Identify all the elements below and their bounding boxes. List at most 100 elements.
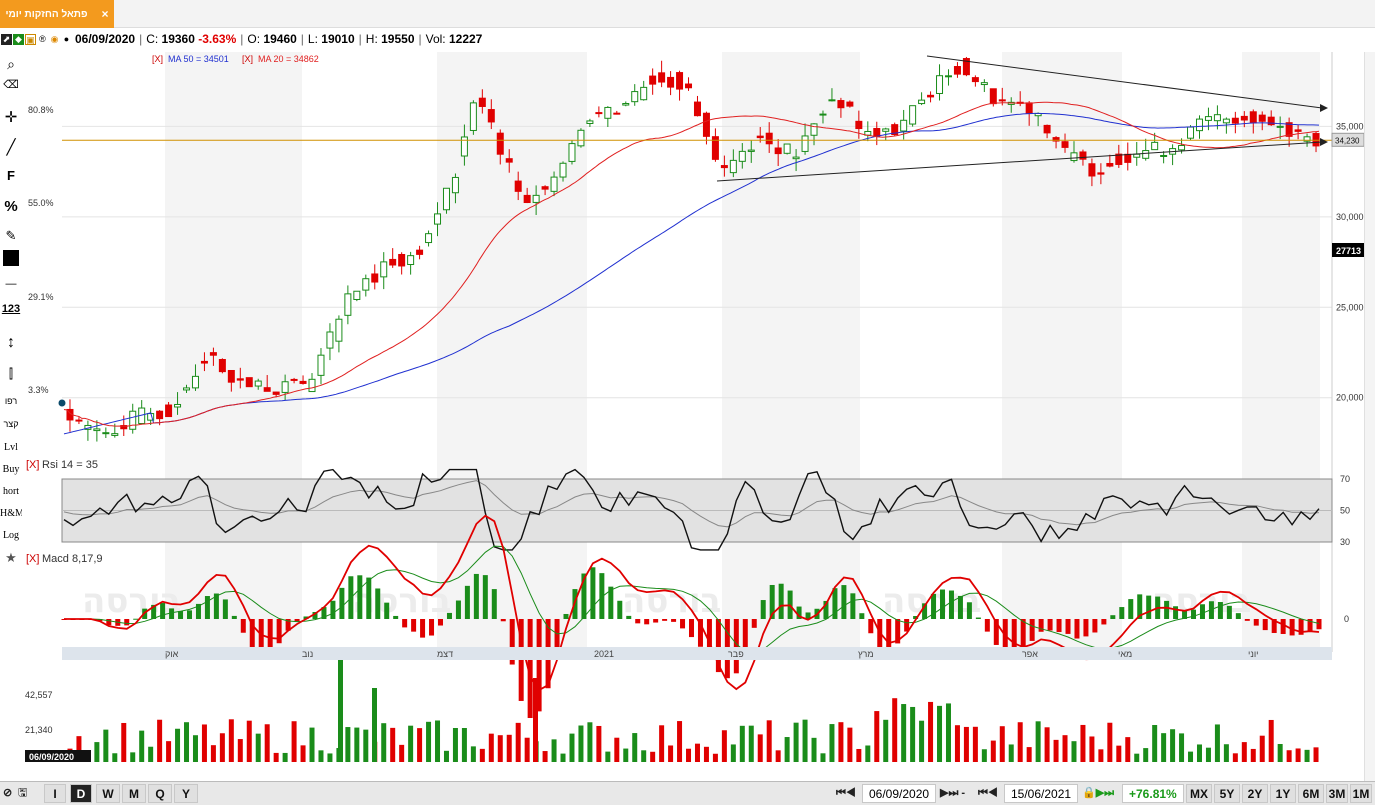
macd-legend: Macd 8,17,9 xyxy=(42,553,103,565)
month-band xyxy=(1002,52,1122,647)
macd-histogram-bar xyxy=(975,617,981,619)
volume-bar xyxy=(596,725,602,762)
candle-body xyxy=(541,186,549,190)
start-forward-icon[interactable]: ▶⏭ - xyxy=(940,787,966,799)
macd-histogram-bar xyxy=(1289,619,1295,636)
lock-icon[interactable]: ⊘ xyxy=(3,787,13,799)
period-weekly[interactable]: W xyxy=(96,784,120,803)
number-tool[interactable]: 123 xyxy=(1,303,21,315)
color-box[interactable] xyxy=(0,250,22,270)
percent-tick-label: 3.3% xyxy=(28,385,49,395)
candle-body xyxy=(460,136,468,157)
eraser-icon[interactable]: ⌫ xyxy=(3,79,19,91)
macd-histogram-bar xyxy=(249,619,255,649)
chart-svg[interactable]: בורסהבורסהבורסהבורסהבורסה [X]MA 50 = 345… xyxy=(22,52,1365,782)
volume-bar xyxy=(739,725,745,762)
volume-bar xyxy=(632,733,638,762)
range-1y[interactable]: 1Y xyxy=(1270,784,1296,803)
fibonacci-tool[interactable]: F xyxy=(7,168,15,183)
macd-histogram-bar xyxy=(187,610,193,619)
line-width-tool[interactable]: — xyxy=(5,278,17,290)
short-tool[interactable]: hort xyxy=(2,486,20,497)
range-2y[interactable]: 2Y xyxy=(1242,784,1268,803)
chart-tab[interactable]: פתאל החזקות יומי × xyxy=(0,0,114,28)
period-yearly[interactable]: Y xyxy=(174,784,198,803)
volume-bar xyxy=(201,724,207,762)
candle-icon[interactable]: ⫿ xyxy=(8,366,14,381)
end-date[interactable]: 15/06/2021 xyxy=(1004,784,1079,803)
end-back-icon[interactable]: ⏮◀ xyxy=(978,787,998,799)
comment-icon[interactable]: ● xyxy=(63,33,70,44)
macd-histogram-bar xyxy=(402,619,408,628)
trendline-upper xyxy=(926,55,1323,109)
volume-bar xyxy=(121,722,127,762)
right-scrollbar[interactable] xyxy=(1364,52,1375,782)
volume-bar xyxy=(963,726,969,762)
star-icon[interactable]: ★ xyxy=(5,550,17,565)
candle-body xyxy=(469,102,477,131)
save-icon[interactable]: 🖫 xyxy=(18,787,28,799)
volume-bar xyxy=(677,721,683,762)
tag-tool[interactable]: רפו xyxy=(4,396,18,406)
volume-bar xyxy=(981,749,987,762)
edit-icon[interactable]: ✎ xyxy=(5,228,17,243)
volume-bar xyxy=(703,746,709,762)
arrows-icon[interactable]: ↕ xyxy=(7,334,15,351)
volume-bar xyxy=(1107,722,1113,762)
registered-icon[interactable]: ® xyxy=(39,33,46,44)
start-back-icon[interactable]: ⏮◀ xyxy=(836,787,856,799)
start-date[interactable]: 06/09/2020 xyxy=(862,784,937,803)
period-intraday[interactable]: I xyxy=(44,784,66,803)
range-max[interactable]: MX xyxy=(1186,784,1212,803)
search-icon[interactable]: ⌕ xyxy=(7,56,15,72)
period-daily[interactable]: D xyxy=(70,784,92,803)
macd-histogram-bar xyxy=(635,619,641,624)
percent-tool[interactable]: % xyxy=(4,198,18,215)
volume-bar xyxy=(408,725,414,762)
candle-body xyxy=(702,112,710,137)
calc-icon[interactable]: ▣ xyxy=(25,33,36,45)
circle-icon[interactable]: ◉ xyxy=(50,33,59,44)
candle-body xyxy=(1097,172,1105,175)
quote-info-bar: ⬈ ◆ ▣ ® ◉ ● 06/09/2020 | C: 19360 -3.63%… xyxy=(0,30,1375,48)
macd-histogram-bar xyxy=(608,586,614,619)
end-forward-icon[interactable]: 🔒▶⏭ xyxy=(1082,787,1115,799)
macd-histogram-bar xyxy=(1092,619,1098,633)
macd-histogram-bar xyxy=(133,618,139,620)
month-band xyxy=(165,52,302,647)
period-quarterly[interactable]: Q xyxy=(148,784,172,803)
buy-tool[interactable]: Buy xyxy=(2,464,20,475)
period-monthly[interactable]: M xyxy=(122,784,146,803)
volume-bar xyxy=(757,734,763,762)
crosshair-icon[interactable]: ✛ xyxy=(4,109,18,126)
volume-bar xyxy=(381,723,387,762)
range-5y[interactable]: 5Y xyxy=(1214,784,1240,803)
candle-body xyxy=(1088,163,1096,177)
chart-area[interactable]: בורסהבורסהבורסהבורסהבורסה [X]MA 50 = 345… xyxy=(22,52,1365,782)
lvl-tool[interactable]: Lvl xyxy=(4,442,18,453)
volume-bar xyxy=(1035,721,1041,762)
short-he-tool[interactable]: קצר xyxy=(3,419,19,429)
rsi-legend: Rsi 14 = 35 xyxy=(42,459,98,471)
range-1m[interactable]: 1M xyxy=(1350,784,1372,803)
rsi-line xyxy=(63,468,1320,551)
range-3m[interactable]: 3M xyxy=(1326,784,1348,803)
candle-body xyxy=(998,99,1006,102)
zoom-icon[interactable]: ⬈ xyxy=(1,33,12,45)
macd-histogram-bar xyxy=(1083,619,1089,637)
hm-tool[interactable]: H&M xyxy=(0,508,22,519)
macd-histogram-bar xyxy=(303,616,309,619)
volume-bar xyxy=(1143,748,1149,762)
macd-histogram-bar xyxy=(509,619,515,665)
macd-histogram-bar xyxy=(913,616,919,619)
log-tool[interactable]: Log xyxy=(2,530,20,541)
green-flag-icon[interactable]: ◆ xyxy=(13,33,24,45)
line-icon[interactable]: ╱ xyxy=(6,139,16,156)
close-icon[interactable]: × xyxy=(101,7,109,21)
volume-bar xyxy=(443,750,449,762)
macd-histogram-bar xyxy=(850,593,856,619)
range-6m[interactable]: 6M xyxy=(1298,784,1324,803)
arrow-upper xyxy=(1320,104,1328,112)
candle-body xyxy=(236,378,244,381)
ma50-remove-icon: [X] xyxy=(152,54,163,64)
